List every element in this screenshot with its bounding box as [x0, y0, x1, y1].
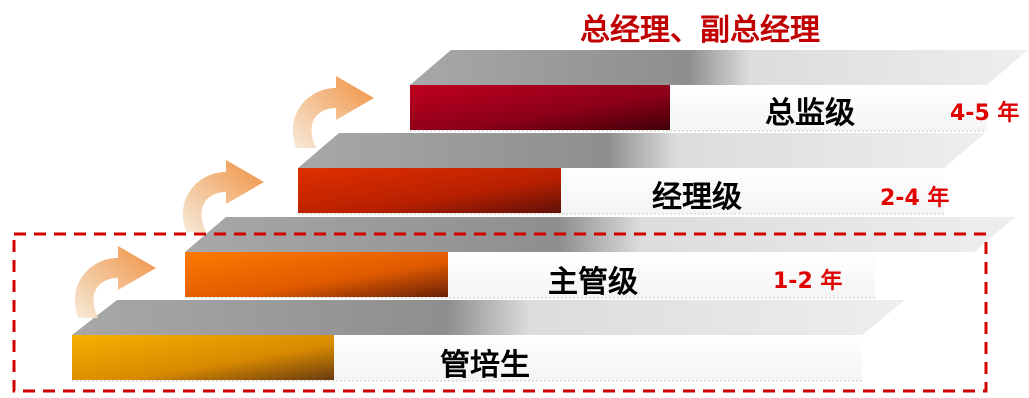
- step-1-top: [72, 300, 905, 335]
- step-4-bar: [410, 85, 670, 130]
- step-4: [410, 50, 1028, 132]
- curved-up-arrow-icon: [74, 246, 156, 318]
- years-level-3: 2-4 年: [880, 186, 950, 211]
- curved-up-arrow-icon: [292, 76, 374, 148]
- years-level-2: 1-2 年: [773, 269, 843, 294]
- level-label-1: 管培生: [440, 348, 530, 383]
- level-label-4: 总监级: [765, 96, 855, 131]
- step-1-bar: [72, 335, 334, 380]
- curved-up-arrow-icon: [182, 160, 264, 232]
- step-3-bar: [298, 168, 561, 213]
- step-1: [72, 300, 905, 382]
- level-label-2: 主管级: [548, 265, 638, 300]
- step-3: [298, 133, 985, 215]
- level-label-3: 经理级: [652, 180, 742, 215]
- highlight-dashed-box: [12, 232, 988, 393]
- years-level-4: 4-5 年: [950, 101, 1020, 126]
- step-3-top: [298, 133, 985, 168]
- step-2: [185, 217, 1015, 299]
- step-2-bar: [185, 252, 448, 297]
- step-4-top: [410, 50, 1028, 85]
- top-title: 总经理、副总经理: [580, 13, 820, 48]
